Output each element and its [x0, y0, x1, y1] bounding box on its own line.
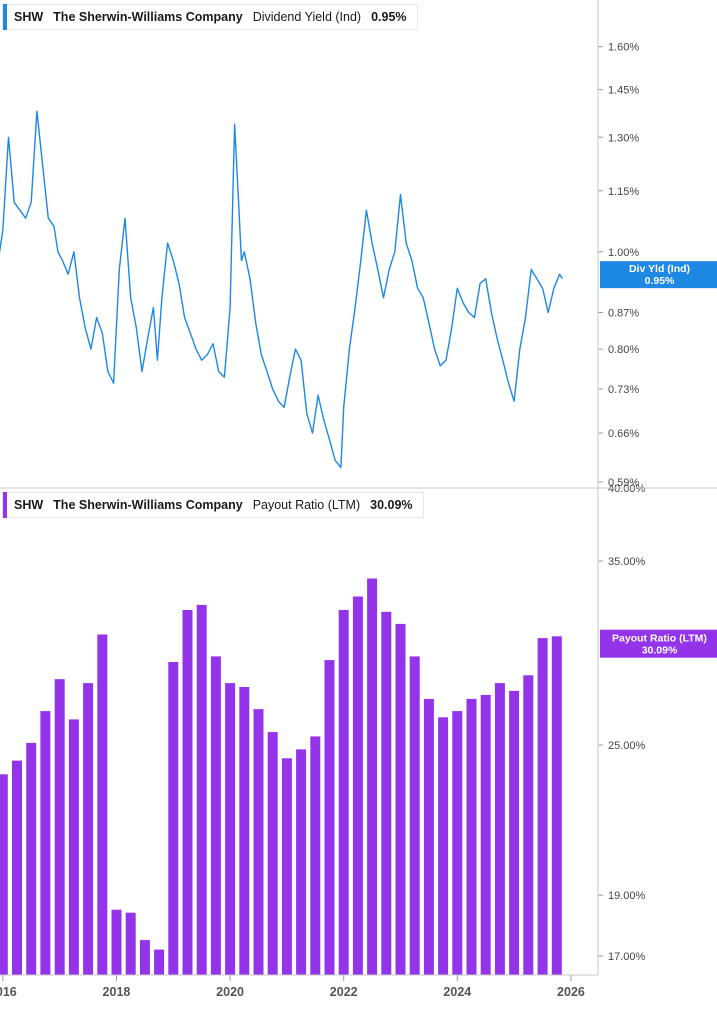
payout-bar	[324, 660, 335, 975]
payout-bar	[40, 711, 51, 975]
current-value-text: 30.09%	[642, 645, 678, 657]
payout-bar	[182, 610, 193, 975]
payout-bar	[196, 604, 207, 975]
dividend-yield-panel: 1.60% 1.45% 1.30% 1.15% 1.00% 0.87% 0.80% 0.73%…	[0, 42, 717, 489]
payout-bar	[54, 679, 65, 975]
y-tick-label: 1.60%	[608, 42, 639, 54]
payout-bar	[367, 578, 378, 975]
y-tick-label: 1.15%	[608, 186, 639, 198]
payout-bar	[523, 675, 534, 975]
legend-value: 0.95%	[371, 10, 407, 24]
series-color-swatch	[3, 492, 7, 518]
legend-metric: Dividend Yield (Ind)	[252, 10, 362, 24]
x-axis: 2016 2018 2020 2022 2024 2026	[0, 975, 585, 999]
current-value-badge	[600, 629, 717, 658]
dividend-yield-line	[0, 110, 563, 469]
payout-bar	[97, 634, 108, 975]
payout-bar	[395, 623, 406, 975]
y-tick-label: 1.00%	[608, 247, 639, 259]
payout-ratio-panel: 40.00% 35.00% 25.00% 19.00% 17.00% Payout Rat…	[0, 483, 717, 975]
y-tick-label: 0.80%	[608, 344, 639, 356]
x-tick-label: 2016	[0, 985, 17, 999]
payout-bar	[338, 610, 349, 975]
dividend-yield-legend[interactable]: SHW The Sherwin-Williams Company Dividen…	[2, 4, 418, 30]
current-value-badge	[600, 261, 717, 289]
payout-bar	[409, 656, 420, 975]
y-tick-label: 1.30%	[608, 132, 639, 144]
payout-bar	[0, 774, 8, 975]
y-tick-label: 19.00%	[608, 890, 646, 902]
payout-bar	[253, 709, 264, 975]
current-value-title: Div Yld (Ind)	[629, 263, 690, 275]
payout-bar	[139, 940, 150, 975]
y-tick-label: 17.00%	[608, 951, 646, 963]
legend-value: 30.09%	[370, 498, 413, 512]
y-tick-label: 40.00%	[608, 483, 646, 495]
legend-ticker: SHW	[14, 10, 44, 24]
y-tick-label: 1.45%	[608, 85, 639, 97]
legend-metric: Payout Ratio (LTM)	[252, 498, 361, 512]
payout-bar	[296, 749, 307, 975]
payout-bar	[509, 690, 520, 975]
series-color-swatch	[3, 4, 7, 30]
payout-bar	[466, 698, 477, 975]
x-tick-label: 2026	[557, 985, 585, 999]
y-tick-label: 35.00%	[608, 556, 646, 568]
payout-bar	[225, 683, 236, 975]
payout-bar	[310, 736, 321, 975]
payout-bar	[281, 758, 292, 975]
x-tick-label: 2018	[103, 985, 131, 999]
y-tick-label: 0.73%	[608, 384, 639, 396]
payout-bar	[480, 694, 491, 975]
legend-company: The Sherwin-Williams Company	[53, 10, 243, 24]
payout-bar	[452, 711, 463, 975]
payout-bar	[12, 760, 22, 975]
y-tick-label: 0.59%	[608, 477, 639, 489]
current-value-title: Payout Ratio (LTM)	[612, 633, 707, 645]
y-tick-label: 0.66%	[608, 428, 639, 440]
payout-bar	[168, 662, 179, 975]
legend-ticker: SHW	[14, 498, 44, 512]
legend-company: The Sherwin-Williams Company	[53, 498, 243, 512]
payout-bar	[438, 717, 449, 975]
payout-bar	[26, 742, 37, 975]
payout-bar	[83, 683, 94, 975]
x-tick-label: 2024	[443, 985, 471, 999]
payout-bar	[352, 596, 363, 975]
y-tick-label: 0.87%	[608, 308, 639, 320]
payout-bar	[537, 638, 548, 975]
payout-bar	[154, 949, 165, 975]
payout-bar	[210, 656, 221, 975]
current-value-text: 0.95%	[645, 275, 675, 287]
payout-bar	[125, 912, 136, 975]
payout-bar	[68, 719, 79, 975]
payout-bar	[267, 732, 278, 975]
payout-bar	[111, 909, 122, 975]
x-tick-label: 2022	[330, 985, 358, 999]
y-tick-label: 25.00%	[608, 740, 646, 752]
x-tick-label: 2020	[216, 985, 244, 999]
payout-bar	[551, 636, 562, 975]
payout-bar	[494, 683, 505, 975]
payout-ratio-legend[interactable]: SHW The Sherwin-Williams Company Payout …	[2, 492, 424, 518]
payout-bar	[381, 611, 392, 975]
payout-bar	[239, 687, 250, 975]
payout-bar	[423, 698, 434, 975]
